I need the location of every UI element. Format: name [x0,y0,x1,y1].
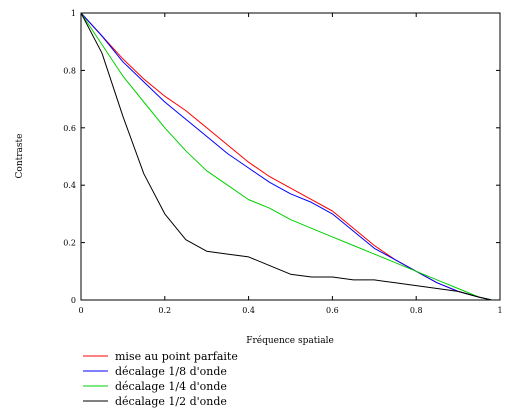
x-tick-label: 0.6 [326,306,339,315]
x-tick-label: 0.8 [410,306,423,315]
series-line-1 [80,12,492,301]
x-tick-label: 0.4 [242,306,255,315]
legend-entry: décalage 1/8 d'onde [115,365,227,378]
series-lines [80,12,492,301]
legend-entry: décalage 1/2 d'onde [115,395,227,408]
axis-tick-labels: 0 0.2 0.4 0.6 0.8 1 0 0.2 0.4 0.6 0.8 1 [63,9,502,315]
y-tick-label: 0 [71,296,76,305]
series-line-2 [80,12,492,301]
axis-ticks [80,12,501,301]
x-tick-label: 0 [78,306,83,315]
x-tick-label: 1 [497,306,502,315]
series-line-3 [80,12,492,301]
x-axis-label: Fréquence spatiale [246,335,334,346]
x-tick-label: 0.2 [158,306,171,315]
legend: mise au point parfaite décalage 1/8 d'ond… [83,350,238,408]
y-tick-label: 1 [71,9,76,18]
plot-frame [80,12,501,301]
y-tick-label: 0.4 [63,181,76,190]
series-line-4 [80,12,492,301]
y-tick-label: 0.8 [63,66,76,75]
y-tick-label: 0.6 [63,124,76,133]
legend-entry: décalage 1/4 d'onde [115,380,227,393]
y-tick-label: 0.2 [63,239,76,248]
legend-entry: mise au point parfaite [115,350,238,363]
y-axis-label: Contraste [15,134,25,179]
